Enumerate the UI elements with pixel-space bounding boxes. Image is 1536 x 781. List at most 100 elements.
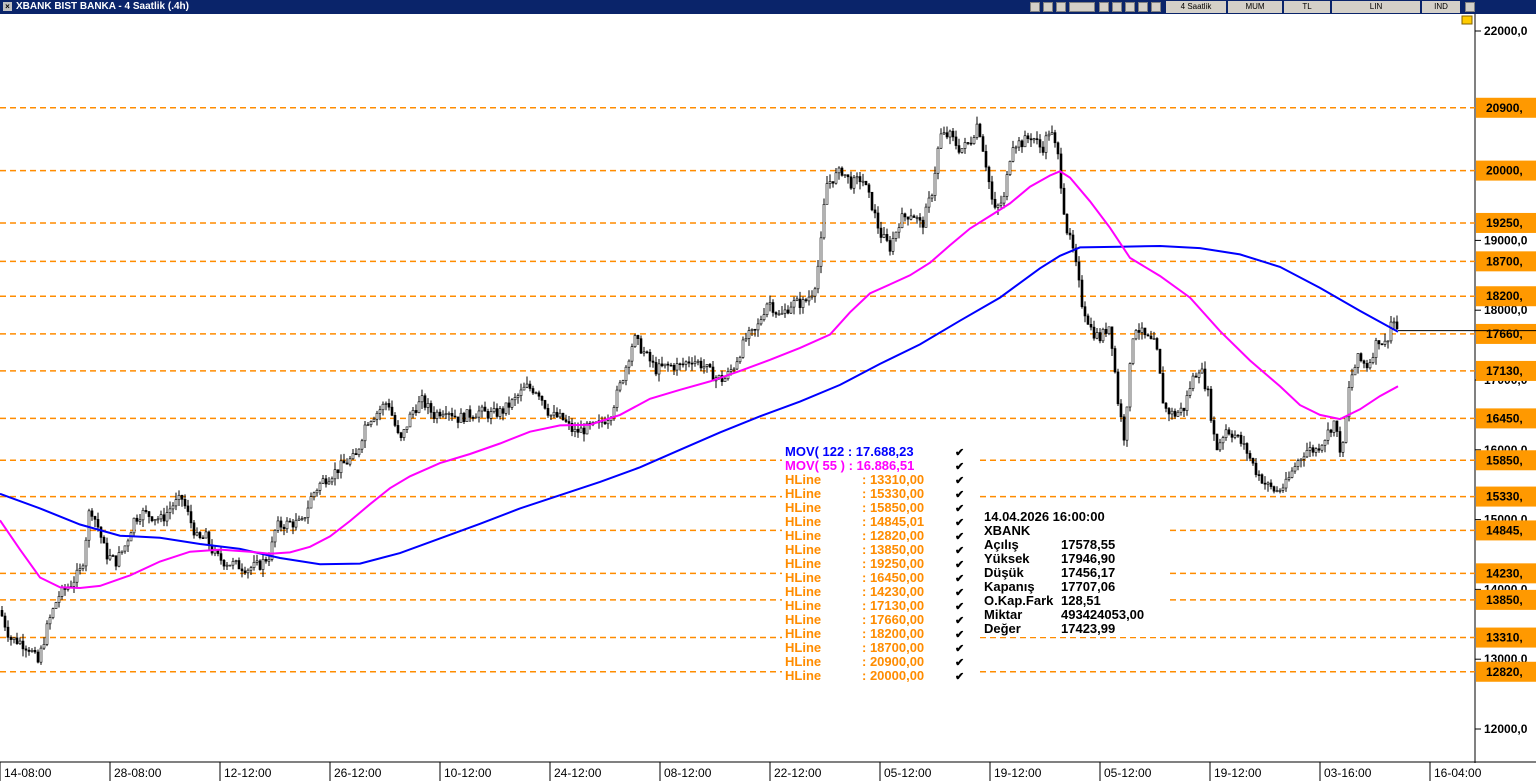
candle [333,462,337,486]
candle-body [222,560,226,567]
check-icon: ✔ [955,447,964,459]
currency-selector[interactable]: TL [1284,1,1330,13]
toolbar-icon-8[interactable] [1138,2,1148,12]
candle [765,302,769,318]
candle [900,207,904,229]
toolbar-icon-1[interactable] [1030,2,1040,12]
candle-body [270,541,274,560]
candle-body [1104,328,1108,334]
check-icon: ✔ [955,629,964,641]
candle [153,519,157,526]
candle-body [1323,439,1327,446]
candle-body [471,417,475,419]
candle [1362,359,1366,369]
candle [423,393,427,411]
candle-body [39,647,43,663]
toolbar-icon-end[interactable] [1465,2,1475,12]
x-tick-label: 14-08:00 [4,766,52,780]
candle-body [678,363,682,366]
candle-body [951,130,955,138]
candle-body [1023,135,1027,148]
candle-body [0,610,4,617]
candle [63,583,67,596]
candle-body [297,518,301,521]
candle [954,130,958,150]
candle-body [855,176,859,179]
scale-selector[interactable]: LIN [1332,1,1420,13]
candle-body [933,172,937,196]
candle-body [1320,444,1324,451]
candle [111,554,115,557]
candle-body [804,299,808,302]
candle [567,416,571,431]
toolbar-icon-9[interactable] [1151,2,1161,12]
candle [396,420,400,435]
candle-body [1065,213,1069,234]
candle-body [114,555,118,567]
candle [432,406,436,423]
candle-body [480,406,484,412]
toolbar-icon-2[interactable] [1043,2,1053,12]
candle [195,527,199,537]
candle-body [1176,411,1180,417]
hline-label-box [1476,360,1536,381]
candle [1239,431,1243,447]
candle [1296,458,1300,471]
candle [927,191,931,213]
toolbar-icon-3[interactable] [1056,2,1066,12]
candle-body [1083,306,1087,317]
price-chart[interactable]: 22000,019000,018000,017000,016000,015000… [0,14,1536,781]
candle-body [78,568,82,571]
candle-body [1317,448,1321,451]
candle-body [267,559,271,562]
candle-body [405,426,409,430]
candle-body [387,403,391,408]
candle-body [279,520,283,528]
toolbar-icon-4[interactable] [1069,2,1095,12]
candle [714,375,718,389]
hline-label: 20900, [1486,101,1523,115]
candle [1341,441,1345,457]
candle [1197,369,1201,384]
candle-body [1377,340,1381,345]
candle [945,126,949,140]
legend-hline-name: HLine [785,556,821,571]
x-tick-label: 03-16:00 [1324,766,1372,780]
candle [1137,323,1141,340]
candle-body [786,309,790,314]
candle-body [1194,375,1198,378]
candle-body [927,197,931,208]
chart-style-selector[interactable]: MUM [1228,1,1282,13]
candle-body [831,181,835,184]
candle-body [1329,429,1333,433]
candle-body [435,411,439,419]
candle-body [1068,232,1072,236]
toolbar-icon-6[interactable] [1112,2,1122,12]
candle-body [1149,335,1153,339]
hline-label-box [1476,589,1536,610]
candle-body [123,545,127,552]
candle-body [1272,486,1276,492]
toolbar-icon-5[interactable] [1099,2,1109,12]
candle [99,526,103,544]
candle [3,612,7,632]
mode-selector[interactable]: IND [1422,1,1460,13]
close-icon[interactable]: × [3,2,12,11]
candle-body [432,412,436,419]
candle [909,208,913,221]
candle [666,361,670,372]
candle [78,563,82,575]
pencil-icon[interactable] [1125,2,1135,12]
candle-body [1302,456,1306,460]
candle [45,620,49,647]
candle [783,303,787,318]
candle [504,402,508,416]
candle [786,305,790,315]
candle [930,193,934,202]
candle [276,516,280,533]
candle-body [1098,332,1102,342]
candle [963,137,967,154]
candle [1005,170,1009,201]
candle [1095,327,1099,340]
interval-selector[interactable]: 4 Saatlik [1166,1,1226,13]
